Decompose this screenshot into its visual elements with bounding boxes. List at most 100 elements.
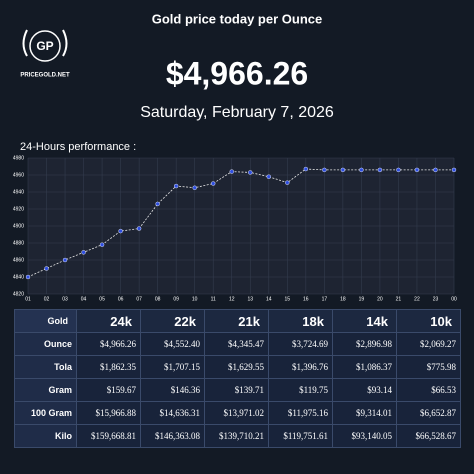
point — [118, 228, 123, 234]
x-tick-label: 11 — [211, 296, 216, 302]
price-cell: $9,314.01 — [332, 401, 397, 425]
table-row: Ounce $4,966.26 $4,552.40 $4,345.47 $3,724.6… — [14, 332, 461, 356]
price-cell: $139,710.21 — [204, 424, 269, 448]
chart-label: 24-Hours performance : — [20, 141, 136, 153]
table-row: 100 Gram $15,966.88 $14,636.31 $13,971.02 $1… — [14, 401, 461, 425]
row-label: 100 Gram — [14, 401, 77, 425]
y-tick-label: 4880 — [13, 240, 24, 246]
logo-laurel — [22, 29, 68, 57]
price-cell: $119,751.61 — [268, 424, 333, 448]
point — [229, 169, 234, 174]
header-cell: 24k — [76, 309, 141, 333]
header-cell: 10k — [396, 309, 461, 333]
point — [433, 167, 438, 173]
price-cell: $93,140.05 — [332, 424, 397, 448]
price-cell: $2,069.27 — [396, 332, 461, 356]
point — [99, 242, 105, 247]
point — [266, 174, 271, 179]
header-cell: 22k — [140, 309, 205, 333]
price-cell: $11,975.16 — [268, 401, 333, 425]
point — [211, 181, 216, 186]
price-cell: $1,707.15 — [140, 355, 205, 379]
x-tick-label: 00 — [451, 296, 457, 302]
price-cell: $66,528.67 — [396, 424, 461, 448]
price-cell: $1,862.35 — [76, 355, 141, 379]
y-tick-label: 4900 — [13, 223, 24, 229]
price-cell: $146.36 — [140, 378, 205, 402]
point — [136, 226, 142, 231]
logo-site: PRICEGOLD.NET — [20, 73, 70, 79]
table-row: Gram $159.67 $146.36 $139.71 $119.75 $93.14 $6… — [14, 378, 461, 402]
price-cell: $4,552.40 — [140, 332, 205, 356]
title: Gold price today per Ounce — [152, 11, 322, 26]
y-tick-label: 4940 — [13, 189, 24, 195]
price-cell: $1,086.37 — [332, 355, 397, 379]
x-tick-label: 01 — [25, 296, 31, 302]
logo: GP PRICEGOLD.NET — [20, 29, 70, 79]
price-cell: $146,363.08 — [140, 424, 205, 448]
price-cell: $1,396.76 — [268, 355, 333, 379]
header-cell: 14k — [332, 309, 397, 333]
price-cell: $15,966.88 — [76, 401, 141, 425]
point — [414, 167, 420, 173]
point — [155, 201, 160, 207]
x-tick-label: 08 — [155, 296, 161, 302]
x-tick-label: 03 — [62, 296, 68, 302]
table-row: Tola $1,862.35 $1,707.15 $1,629.55 $1,396.76… — [14, 355, 461, 379]
point — [359, 167, 364, 173]
price-cell: $4,966.26 — [76, 332, 141, 356]
x-tick-label: 15 — [285, 296, 291, 302]
x-tick-label: 13 — [247, 296, 253, 302]
price-cell: $139.71 — [204, 378, 269, 402]
point — [25, 274, 31, 280]
price-cell: $66.53 — [396, 378, 461, 402]
x-tick-label: 10 — [192, 296, 198, 302]
date: Saturday, February 7, 2026 — [140, 104, 334, 121]
point — [248, 170, 253, 175]
y-tick-label: 4840 — [13, 274, 24, 280]
point — [322, 167, 327, 173]
x-tick-label: 19 — [359, 296, 365, 302]
point — [285, 180, 290, 185]
table-row: Kilo $159,668.81 $146,363.08 $139,710.21 $11… — [14, 424, 461, 448]
x-tick-label: 21 — [396, 296, 402, 302]
price-cell: $159,668.81 — [76, 424, 141, 448]
x-tick-label: 23 — [433, 296, 439, 302]
point — [451, 167, 457, 173]
header-cell: 21k — [204, 309, 269, 333]
price-table: Gold 24k 22k 21k 18k 14k 10k Ounce $4,966.26 $4,5… — [14, 309, 461, 448]
price-cell: $13,971.02 — [204, 401, 269, 425]
y-tick-label: 4960 — [13, 172, 24, 178]
price-cell: $119.75 — [268, 378, 333, 402]
header-row: Gold 24k 22k 21k 18k 14k 10k — [14, 309, 461, 333]
price-cell: $775.98 — [396, 355, 461, 379]
x-tick-label: 02 — [44, 296, 50, 302]
x-tick-label: 06 — [118, 296, 124, 302]
x-tick-label: 14 — [266, 296, 272, 302]
x-tick-label: 16 — [303, 296, 309, 302]
x-tick-label: 18 — [340, 296, 346, 302]
point — [44, 266, 49, 271]
row-label: Ounce — [14, 332, 77, 356]
x-tick-label: 09 — [173, 296, 179, 302]
y-tick-label: 4860 — [13, 257, 24, 263]
x-tick-label: 12 — [229, 296, 235, 302]
line — [27, 168, 454, 278]
y-tick-label: 4980 — [13, 155, 24, 161]
point — [81, 250, 86, 255]
price-cell: $2,896.98 — [332, 332, 397, 356]
price-cell: $1,629.55 — [204, 355, 269, 379]
price-cell: $93.14 — [332, 378, 397, 402]
header-cell: 18k — [268, 309, 333, 333]
logo-initials: GP — [36, 39, 53, 53]
price: $4,966.26 — [166, 55, 308, 91]
y-tick-label: 4820 — [13, 291, 24, 297]
x-tick-label: 17 — [322, 296, 328, 302]
logo-ring — [29, 30, 61, 62]
price-cell: $159.67 — [76, 378, 141, 402]
y-tick-label: 4920 — [13, 206, 24, 212]
point — [62, 257, 68, 263]
x-tick-label: 07 — [136, 296, 142, 302]
